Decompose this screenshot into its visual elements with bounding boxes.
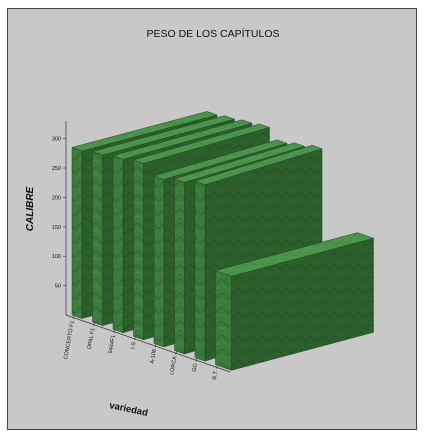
x-tick-mark (216, 365, 218, 369)
bar-front-face (174, 178, 185, 355)
x-tick-mark (154, 344, 157, 348)
x-tick-mark (175, 351, 177, 355)
x-category-label: OPAL F1 (87, 327, 97, 350)
bar (214, 232, 375, 371)
y-tick-label: 50 (55, 284, 61, 290)
x-category-label: LORCA (169, 355, 178, 375)
chart-title: PESO DE LOS CAPÍTULOS (146, 27, 279, 40)
y-ticks-group: 50 100 150 200 250 300 (52, 137, 66, 290)
bar-front-face (194, 180, 206, 362)
x-category-label: I-S (130, 341, 137, 349)
y-tick-label: 300 (52, 137, 61, 143)
bar-front-face (112, 155, 124, 334)
x-tick-mark (93, 323, 95, 327)
bar-front-face (133, 159, 144, 341)
x-category-label: CONCERTO F1 (63, 320, 76, 360)
y-tick-label: 150 (52, 225, 61, 231)
bar-chart-3d: PESO DE LOS CAPÍTULOS 50100150200250300 … (25, 27, 375, 419)
bar-front-face (71, 147, 83, 319)
y-tick-label: 100 (52, 254, 61, 260)
x-axis-label: variedad (108, 400, 149, 419)
x-category-label: B.T. (212, 370, 220, 381)
x-tick-mark (113, 330, 116, 334)
y-tick-label: 200 (52, 195, 61, 201)
y-tick-label: 250 (52, 166, 61, 172)
x-tick-mark (134, 337, 136, 341)
x-category-label: 9444F1 (108, 335, 117, 354)
y-axis-label: CALIBRE (25, 186, 36, 231)
bar-front-face (215, 270, 232, 371)
bars-group (71, 111, 375, 371)
x-category-label: A-106 (150, 349, 158, 365)
x-category-label: GG (192, 363, 199, 372)
bar-front-face (92, 151, 103, 326)
axes-group (65, 121, 231, 373)
x-tick-mark (195, 358, 198, 362)
bar-front-face (153, 175, 165, 348)
x-axis-line (65, 314, 231, 373)
chart-frame: PESO DE LOS CAPÍTULOS 50 100 150 200 250 300 … (7, 8, 417, 430)
x-tick-mark (72, 315, 75, 320)
